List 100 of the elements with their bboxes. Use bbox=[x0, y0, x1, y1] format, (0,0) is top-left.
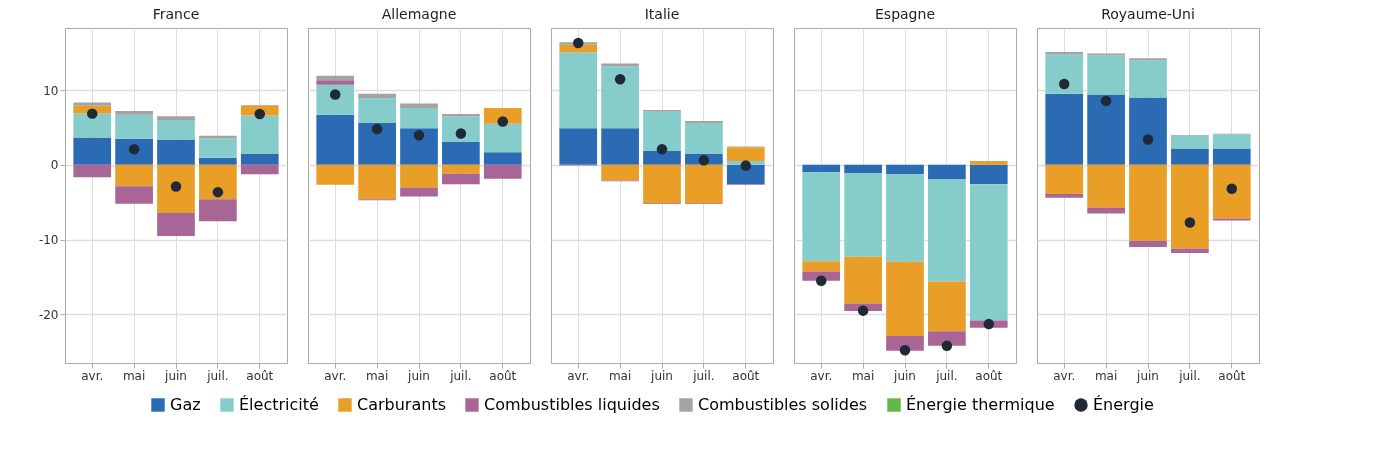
point bbox=[371, 123, 383, 135]
bar bbox=[1212, 148, 1251, 165]
point bbox=[572, 37, 584, 49]
bar bbox=[358, 93, 396, 99]
x-tick-label: avr. bbox=[567, 368, 590, 383]
x-tick-label: août bbox=[975, 368, 1003, 383]
bar bbox=[559, 128, 598, 165]
bar bbox=[969, 184, 1008, 321]
point bbox=[698, 155, 710, 166]
bar bbox=[400, 164, 438, 188]
legend-label: Carburants bbox=[357, 395, 446, 414]
bar bbox=[240, 115, 279, 154]
bar bbox=[358, 122, 396, 165]
bar bbox=[115, 186, 153, 204]
bar bbox=[886, 336, 924, 351]
x-tick-label: août bbox=[489, 368, 517, 383]
bar bbox=[1171, 164, 1209, 249]
chart-title: Italie bbox=[644, 6, 680, 22]
bar bbox=[73, 113, 112, 138]
chart-title: Espagne bbox=[875, 6, 935, 22]
bar bbox=[442, 164, 480, 174]
bar bbox=[685, 122, 723, 154]
bar bbox=[643, 111, 681, 152]
y-tick-label: 0 bbox=[50, 158, 59, 173]
point bbox=[815, 275, 827, 286]
bar bbox=[802, 172, 841, 262]
bar bbox=[115, 114, 153, 139]
bar bbox=[73, 137, 112, 165]
bar bbox=[73, 102, 112, 106]
x-tick-label: mai bbox=[1094, 368, 1118, 383]
bar bbox=[1045, 51, 1084, 55]
point bbox=[1058, 78, 1070, 90]
bar bbox=[316, 84, 355, 115]
bar bbox=[643, 151, 681, 165]
x-tick-label: avr. bbox=[324, 368, 347, 383]
point bbox=[1184, 217, 1196, 228]
x-tick-label: juil. bbox=[206, 368, 229, 383]
chart-title: France bbox=[152, 6, 200, 22]
x-tick-label: juin bbox=[407, 368, 430, 383]
bar bbox=[199, 199, 237, 222]
point bbox=[614, 73, 626, 85]
bar bbox=[726, 147, 765, 162]
bar bbox=[157, 116, 195, 120]
bar bbox=[1212, 164, 1251, 219]
bar bbox=[157, 119, 195, 140]
bar bbox=[240, 164, 279, 175]
y-tick-label: -10 bbox=[38, 233, 59, 248]
bar bbox=[1212, 134, 1251, 149]
bar bbox=[316, 80, 355, 85]
chart-title: Allemagne bbox=[381, 6, 457, 22]
legend-label: Énergie thermique bbox=[906, 395, 1055, 414]
bar bbox=[316, 164, 355, 185]
y-tick-label: -20 bbox=[38, 307, 59, 322]
x-tick-label: août bbox=[732, 368, 760, 383]
bar bbox=[115, 164, 153, 187]
bar bbox=[1087, 207, 1125, 214]
bar bbox=[886, 174, 924, 262]
x-tick-label: août bbox=[246, 368, 274, 383]
bar bbox=[199, 164, 237, 200]
point bbox=[1100, 95, 1112, 107]
bar bbox=[802, 164, 841, 173]
point bbox=[941, 340, 953, 352]
bar bbox=[969, 164, 1008, 185]
bar bbox=[1129, 240, 1167, 248]
x-tick-label: mai bbox=[365, 368, 389, 383]
point bbox=[170, 181, 182, 192]
bar bbox=[199, 138, 237, 158]
point bbox=[857, 305, 869, 316]
bar bbox=[601, 164, 639, 181]
bar bbox=[969, 161, 1008, 165]
bar bbox=[1171, 135, 1209, 149]
x-tick-label: juil. bbox=[935, 368, 958, 383]
bar bbox=[928, 281, 966, 332]
bar bbox=[559, 52, 598, 129]
bar bbox=[157, 164, 195, 214]
bar bbox=[442, 173, 480, 185]
x-tick-label: avr. bbox=[1053, 368, 1076, 383]
bar bbox=[1171, 248, 1209, 254]
point bbox=[740, 160, 752, 171]
bar bbox=[1129, 60, 1167, 98]
bar bbox=[115, 138, 153, 165]
bar bbox=[601, 128, 639, 165]
x-tick-label: mai bbox=[851, 368, 875, 383]
bar bbox=[928, 179, 966, 282]
bar bbox=[1129, 97, 1167, 165]
chart-title: Royaume-Uni bbox=[1101, 6, 1195, 22]
bar bbox=[483, 123, 522, 153]
bar bbox=[1045, 164, 1084, 194]
bar bbox=[1129, 164, 1167, 241]
legend-label: Gaz bbox=[170, 395, 201, 414]
x-tick-label: juil. bbox=[692, 368, 715, 383]
bar bbox=[844, 256, 882, 304]
bar bbox=[802, 261, 841, 272]
x-tick-label: juil. bbox=[1178, 368, 1201, 383]
bar bbox=[240, 154, 279, 165]
bar bbox=[199, 157, 237, 165]
bar bbox=[115, 111, 153, 115]
x-tick-label: juil. bbox=[449, 368, 472, 383]
bar bbox=[844, 173, 882, 257]
bar bbox=[400, 187, 438, 197]
